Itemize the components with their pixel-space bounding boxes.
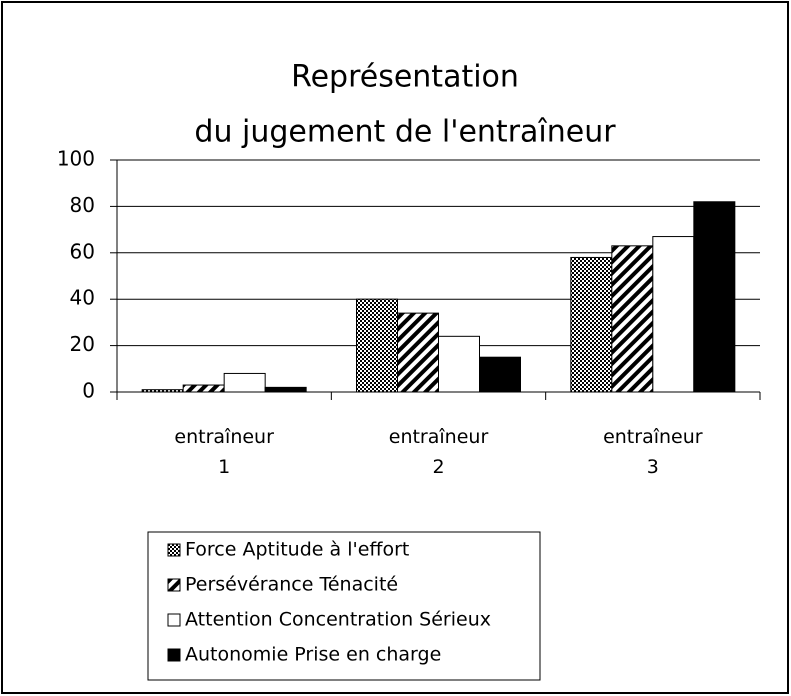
legend-label: Autonomie Prise en charge	[185, 644, 441, 666]
legend-box	[147, 531, 541, 681]
bar	[611, 245, 654, 393]
y-tick-label: 60	[70, 239, 95, 263]
bar	[693, 201, 736, 393]
bar	[264, 386, 307, 393]
x-tick-label: entraîneur 1	[174, 426, 274, 478]
bar	[479, 356, 521, 393]
y-tick-label: 80	[70, 193, 95, 217]
legend-swatch	[167, 543, 181, 557]
legend-label: Force Aptitude à l'effort	[185, 539, 409, 561]
bar	[570, 256, 613, 393]
legend-swatch	[167, 648, 181, 662]
legend-swatch	[167, 613, 181, 627]
y-tick-label: 20	[70, 332, 95, 356]
x-tick-label: entraîneur 3	[603, 426, 703, 478]
y-tick-label: 40	[70, 286, 95, 310]
x-tick-label: entraîneur 2	[388, 426, 489, 478]
bar	[397, 312, 439, 393]
bar	[652, 236, 695, 393]
bar	[438, 335, 480, 393]
y-tick-label: 100	[57, 147, 95, 171]
bar	[356, 298, 398, 393]
chart-title: du jugement de l'entraîneur	[194, 115, 616, 150]
bar	[223, 372, 266, 393]
y-tick-label: 0	[82, 379, 95, 403]
legend-label: Attention Concentration Sérieux	[185, 609, 491, 631]
chart-title: Représentation	[291, 60, 519, 95]
legend-label: Persévérance Ténacité	[185, 574, 398, 596]
legend-swatch	[167, 578, 181, 592]
bar	[182, 384, 225, 393]
